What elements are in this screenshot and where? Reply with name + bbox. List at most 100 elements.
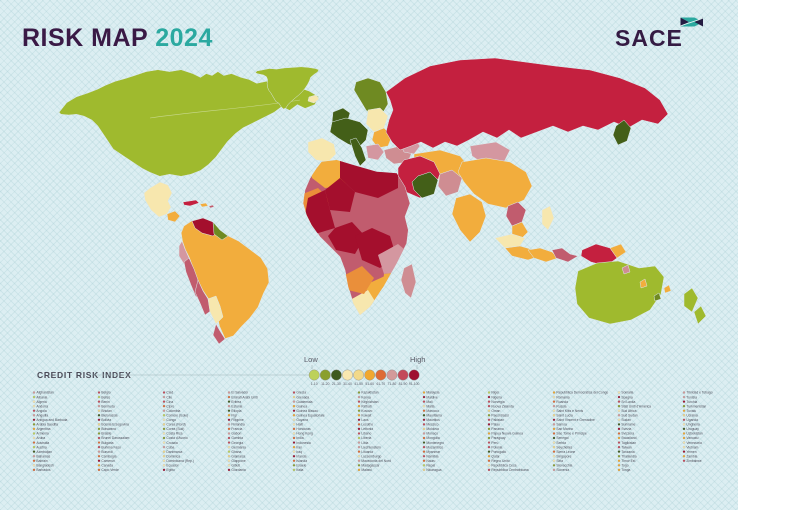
svg-text:Ciad: Ciad [166, 391, 173, 395]
svg-text:Hong Kong: Hong Kong [296, 432, 313, 436]
svg-text:Armenia: Armenia [36, 432, 48, 436]
svg-text:Guinea: Guinea [296, 404, 307, 408]
svg-text:Dominicana (Rep.): Dominicana (Rep.) [166, 459, 193, 463]
svg-text:Libia: Libia [361, 441, 368, 445]
svg-text:Tagikistan: Tagikistan [621, 441, 636, 445]
svg-text:Polonia: Polonia [491, 445, 502, 449]
svg-text:Mali: Mali [426, 400, 432, 404]
svg-text:Giappone: Giappone [231, 459, 245, 463]
svg-text:Antigua and Barbuda: Antigua and Barbuda [36, 418, 67, 422]
svg-text:Ghana: Ghana [231, 450, 241, 454]
svg-text:Sri Lanka: Sri Lanka [621, 400, 635, 404]
svg-text:Sudan: Sudan [621, 418, 631, 422]
svg-text:Uzbekistan: Uzbekistan [686, 432, 702, 436]
svg-text:El Salvador: El Salvador [231, 391, 249, 395]
svg-text:Capo Verde: Capo Verde [101, 468, 119, 472]
svg-text:Svezia: Svezia [621, 427, 631, 431]
svg-text:Messico: Messico [426, 423, 438, 427]
svg-text:Zimbabwe: Zimbabwe [686, 459, 701, 463]
svg-text:Azerbaijan: Azerbaijan [36, 450, 52, 454]
svg-text:Namibia: Namibia [426, 454, 438, 458]
svg-text:Francia: Francia [231, 427, 242, 431]
svg-text:Svizzera: Svizzera [621, 432, 634, 436]
svg-text:Monaco: Monaco [426, 432, 438, 436]
svg-text:Bulgaria: Bulgaria [101, 441, 113, 445]
svg-text:Estonia: Estonia [231, 404, 242, 408]
svg-text:Kiribati: Kiribati [361, 404, 371, 408]
svg-text:Stati Uniti d'America: Stati Uniti d'America [621, 404, 651, 408]
svg-text:Belgio: Belgio [101, 391, 110, 395]
svg-text:Turkmenistan: Turkmenistan [686, 404, 706, 408]
svg-text:Indonesia: Indonesia [296, 441, 310, 445]
svg-text:Benin: Benin [101, 400, 110, 404]
svg-text:Kosovo: Kosovo [361, 409, 372, 413]
svg-text:Montenegro: Montenegro [426, 441, 444, 445]
svg-text:Colombia: Colombia [166, 409, 180, 413]
svg-text:Ungheria: Ungheria [686, 423, 700, 427]
svg-text:Camerun: Camerun [101, 459, 115, 463]
svg-text:Mauritania: Mauritania [426, 413, 442, 417]
svg-text:Cipro: Cipro [166, 404, 174, 408]
svg-text:Belize: Belize [101, 395, 110, 399]
svg-text:Guinea Equatoriale: Guinea Equatoriale [296, 413, 324, 417]
svg-text:Vanuatu: Vanuatu [686, 436, 698, 440]
svg-text:Angola: Angola [36, 409, 46, 413]
svg-text:Sao Tome e Principe: Sao Tome e Principe [556, 432, 587, 436]
svg-text:Finlandia: Finlandia [231, 423, 245, 427]
svg-text:Gabon: Gabon [231, 432, 241, 436]
svg-text:Mauritius: Mauritius [426, 418, 440, 422]
svg-text:Bahamas: Bahamas [36, 454, 50, 458]
svg-text:Giordania: Giordania [231, 468, 245, 472]
svg-text:Sud Sudan: Sud Sudan [621, 413, 637, 417]
svg-text:Qatar: Qatar [491, 454, 500, 458]
svg-text:Paraguay: Paraguay [491, 436, 505, 440]
svg-text:31-40: 31-40 [343, 382, 352, 386]
svg-text:41-50: 41-50 [354, 382, 363, 386]
svg-text:Saint Lucia: Saint Lucia [556, 413, 572, 417]
svg-text:Islanda: Islanda [296, 459, 307, 463]
svg-text:Figi: Figi [231, 413, 237, 417]
svg-text:Maldive: Maldive [426, 395, 438, 399]
svg-text:Mozambico: Mozambico [426, 445, 443, 449]
svg-text:Slovenia: Slovenia [556, 468, 569, 472]
svg-text:Guyana: Guyana [296, 418, 308, 422]
svg-text:51-60: 51-60 [365, 382, 374, 386]
svg-text:Portogallo: Portogallo [491, 450, 506, 454]
svg-text:Saint Kitts e Nevis: Saint Kitts e Nevis [556, 409, 583, 413]
svg-text:Liechtenstein: Liechtenstein [361, 445, 381, 449]
svg-text:Danimarca: Danimarca [166, 450, 182, 454]
svg-text:Corea (Sud): Corea (Sud) [166, 427, 184, 431]
svg-text:Russia: Russia [556, 404, 566, 408]
svg-text:Slovacchia: Slovacchia [556, 464, 572, 468]
svg-text:Seychelles: Seychelles [556, 445, 572, 449]
svg-text:Norvegia: Norvegia [491, 400, 504, 404]
svg-text:Lituania: Lituania [361, 450, 373, 454]
svg-text:Malta: Malta [426, 404, 434, 408]
svg-text:Oman: Oman [491, 409, 500, 413]
svg-text:Haiti: Haiti [296, 423, 303, 427]
svg-text:Bahrain: Bahrain [36, 459, 48, 463]
svg-text:Togo: Togo [621, 464, 628, 468]
svg-text:Guatemala: Guatemala [296, 400, 312, 404]
svg-text:Liberia: Liberia [361, 436, 371, 440]
svg-text:Timor Est: Timor Est [621, 459, 635, 463]
svg-text:Romania: Romania [556, 395, 569, 399]
svg-text:Andorra: Andorra [36, 404, 48, 408]
svg-text:Costa d'Avorio: Costa d'Avorio [166, 436, 187, 440]
svg-text:Zambia: Zambia [686, 454, 697, 458]
svg-text:Australia: Australia [36, 441, 49, 445]
svg-text:Bielorussia: Bielorussia [101, 413, 117, 417]
svg-text:Afghanistan: Afghanistan [36, 391, 54, 395]
svg-text:Burkina Faso: Burkina Faso [101, 445, 121, 449]
svg-text:Ecuador: Ecuador [166, 464, 179, 468]
svg-text:1-10: 1-10 [311, 382, 318, 386]
svg-text:Trinidad e Tobago: Trinidad e Tobago [686, 391, 712, 395]
svg-text:Egitto: Egitto [166, 468, 175, 472]
svg-text:Vietnam: Vietnam [686, 445, 698, 449]
svg-text:Giamaica: Giamaica [231, 454, 245, 458]
svg-text:Regno Unito: Regno Unito [491, 459, 509, 463]
svg-text:Nepal: Nepal [426, 464, 435, 468]
svg-text:Arabia Saudita: Arabia Saudita [36, 423, 58, 427]
svg-text:Congo: Congo [166, 418, 176, 422]
svg-text:Tuvalu: Tuvalu [686, 409, 696, 413]
